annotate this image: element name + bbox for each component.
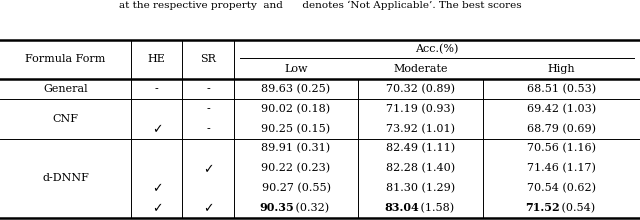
- Text: Low: Low: [284, 64, 308, 74]
- Text: 90.27 (0.55): 90.27 (0.55): [262, 183, 330, 193]
- Text: 81.30 (1.29): 81.30 (1.29): [386, 183, 456, 193]
- Text: $\checkmark$: $\checkmark$: [152, 122, 162, 135]
- Text: HE: HE: [148, 54, 166, 64]
- Text: $\checkmark$: $\checkmark$: [152, 201, 162, 214]
- Text: 90.22 (0.23): 90.22 (0.23): [261, 163, 331, 173]
- Text: $\checkmark$: $\checkmark$: [203, 201, 213, 214]
- Text: (1.58): (1.58): [417, 203, 454, 213]
- Text: 83.04: 83.04: [385, 202, 419, 213]
- Text: SR: SR: [200, 54, 216, 64]
- Text: (0.32): (0.32): [292, 203, 330, 213]
- Text: 82.28 (1.40): 82.28 (1.40): [386, 163, 456, 173]
- Text: 70.32 (0.89): 70.32 (0.89): [387, 84, 455, 94]
- Text: $\checkmark$: $\checkmark$: [152, 182, 162, 195]
- Text: Formula Form: Formula Form: [26, 54, 106, 64]
- Text: -: -: [206, 104, 210, 114]
- Text: 89.63 (0.25): 89.63 (0.25): [261, 84, 331, 94]
- Text: High: High: [548, 64, 575, 74]
- Text: 71.46 (1.17): 71.46 (1.17): [527, 163, 596, 173]
- Text: d-DNNF: d-DNNF: [42, 173, 89, 183]
- Text: 70.56 (1.16): 70.56 (1.16): [527, 143, 596, 154]
- Text: 69.42 (1.03): 69.42 (1.03): [527, 104, 596, 114]
- Text: General: General: [44, 84, 88, 94]
- Text: Acc.(%): Acc.(%): [415, 44, 458, 55]
- Text: 82.49 (1.11): 82.49 (1.11): [386, 143, 456, 154]
- Text: -: -: [206, 84, 210, 94]
- Text: 90.02 (0.18): 90.02 (0.18): [261, 104, 331, 114]
- Text: $\checkmark$: $\checkmark$: [203, 162, 213, 175]
- Text: -: -: [155, 84, 159, 94]
- Text: Moderate: Moderate: [394, 64, 448, 74]
- Text: 68.51 (0.53): 68.51 (0.53): [527, 84, 596, 94]
- Text: 71.19 (0.93): 71.19 (0.93): [387, 104, 455, 114]
- Text: (0.54): (0.54): [558, 203, 595, 213]
- Text: 70.54 (0.62): 70.54 (0.62): [527, 183, 596, 193]
- Text: 73.92 (1.01): 73.92 (1.01): [387, 124, 455, 134]
- Text: 71.52: 71.52: [525, 202, 560, 213]
- Text: at the respective property  and      denotes ‘Not Applicable’. The best scores: at the respective property and denotes ‘…: [118, 1, 522, 10]
- Text: 90.35: 90.35: [260, 202, 294, 213]
- Text: 89.91 (0.31): 89.91 (0.31): [261, 143, 331, 154]
- Text: CNF: CNF: [52, 114, 79, 124]
- Text: 68.79 (0.69): 68.79 (0.69): [527, 124, 596, 134]
- Text: 90.25 (0.15): 90.25 (0.15): [261, 124, 331, 134]
- Text: -: -: [206, 124, 210, 134]
